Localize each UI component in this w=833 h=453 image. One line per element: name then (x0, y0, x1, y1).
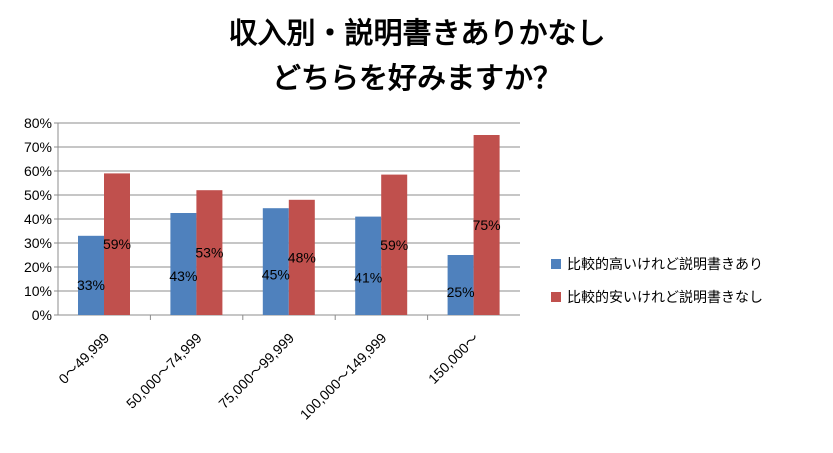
y-tick-label: 80% (24, 115, 52, 131)
data-label-series-1: 33% (77, 277, 105, 293)
data-label-series-2: 59% (103, 236, 131, 252)
y-tick-label: 40% (24, 211, 52, 227)
legend-label-series-2: 比較的安いけれど説明書きなし (567, 290, 763, 306)
data-label-series-2: 53% (195, 245, 223, 261)
data-label-series-1: 43% (169, 268, 197, 284)
data-label-series-1: 45% (262, 266, 290, 282)
legend-label-series-1: 比較的高いけれど説明書きあり (567, 256, 763, 273)
bar-series-1 (170, 213, 197, 315)
bar-series-2 (473, 135, 500, 315)
legend-swatch-series-1 (551, 259, 561, 269)
y-tick-label: 10% (24, 283, 52, 299)
bar-series-1 (447, 255, 474, 315)
bar-series-1 (355, 216, 382, 315)
x-category-label: 75,000～99,999 (215, 330, 297, 412)
x-category-label: 0～49,999 (55, 330, 112, 387)
y-tick-label: 30% (24, 235, 52, 251)
y-tick-label: 70% (24, 139, 52, 155)
legend-swatch-series-2 (551, 292, 561, 302)
x-category-label: 50,000～74,999 (123, 330, 205, 412)
bar-series-2 (288, 199, 315, 315)
y-tick-label: 20% (24, 259, 52, 275)
data-label-series-2: 48% (288, 249, 316, 265)
bar-series-1 (78, 235, 104, 315)
data-label-series-1: 41% (354, 270, 382, 286)
y-tick-label: 0% (32, 307, 52, 323)
data-labels: 33% 59% 43% 53% 45%48% 41% 59% 25% 75% (77, 217, 501, 300)
bar-series-1 (262, 208, 289, 315)
bar-series-2 (196, 190, 223, 315)
data-label-series-2: 75% (473, 217, 501, 233)
bar-series-2 (381, 174, 408, 315)
y-tick-label: 60% (24, 163, 52, 179)
x-category-label: 100,000～149,999 (297, 330, 390, 423)
x-category-label: 150,000～ (425, 330, 482, 387)
bar-series-2 (104, 173, 130, 315)
chart-title-line-1: 収入別・説明書きありかなし (228, 16, 605, 50)
data-label-series-1: 25% (447, 284, 475, 300)
bars (78, 135, 500, 315)
data-label-series-2: 59% (380, 237, 408, 253)
chart-title-line-2: どちらを好みますか？ (272, 61, 562, 95)
y-tick-label: 50% (24, 187, 52, 203)
